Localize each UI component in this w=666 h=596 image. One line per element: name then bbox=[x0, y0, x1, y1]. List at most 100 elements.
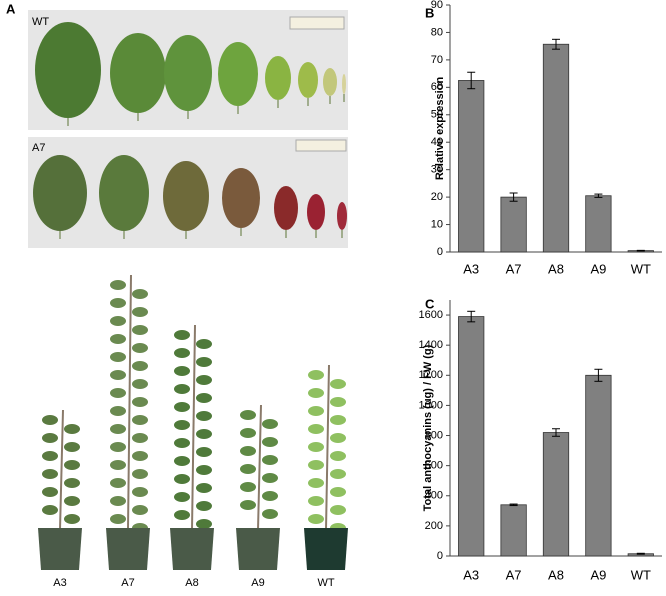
x-tick-label: A7 bbox=[506, 261, 522, 276]
leaf bbox=[35, 22, 101, 118]
plants bbox=[38, 274, 348, 570]
plant-leaf bbox=[64, 442, 80, 452]
y-tick-label: 20 bbox=[431, 191, 443, 203]
bar bbox=[458, 316, 485, 557]
plant-leaf bbox=[330, 451, 346, 461]
plant-leaf bbox=[330, 469, 346, 479]
bar bbox=[542, 432, 570, 557]
x-tick-label: WT bbox=[631, 567, 651, 582]
x-tick-label: A8 bbox=[548, 261, 564, 276]
plant-leaf bbox=[174, 366, 190, 376]
plant-leaf bbox=[42, 469, 58, 479]
panel-label: C bbox=[425, 296, 435, 311]
plant-leaf bbox=[174, 420, 190, 430]
plant-leaf bbox=[132, 379, 148, 389]
x-tick-label: A7 bbox=[506, 567, 522, 582]
plant-leaf bbox=[196, 501, 212, 511]
plant-leaf bbox=[132, 415, 148, 425]
plant-leaf bbox=[110, 316, 126, 326]
plant-leaf bbox=[262, 419, 278, 429]
y-tick-label: 80 bbox=[431, 26, 443, 38]
plant-leaf bbox=[42, 433, 58, 443]
leaf bbox=[337, 202, 347, 230]
plant-stem bbox=[257, 404, 262, 531]
leaf bbox=[307, 194, 325, 230]
x-tick-label: A9 bbox=[590, 261, 606, 276]
bar bbox=[542, 43, 570, 253]
plant-leaf bbox=[132, 289, 148, 299]
plant-leaf bbox=[262, 437, 278, 447]
plant-leaf bbox=[196, 519, 212, 529]
y-tick-label: 1200 bbox=[419, 369, 443, 381]
plant-leaf bbox=[64, 496, 80, 506]
y-tick-label: 50 bbox=[431, 109, 443, 121]
plant-leaf bbox=[196, 429, 212, 439]
plant-leaf bbox=[240, 446, 256, 456]
plant-leaf bbox=[308, 388, 324, 398]
plant-leaf bbox=[110, 460, 126, 470]
x-tick-label: A3 bbox=[463, 567, 479, 582]
bar bbox=[500, 196, 527, 253]
plant-leaf bbox=[174, 402, 190, 412]
plant-label: A9 bbox=[251, 577, 264, 589]
plant-leaf bbox=[196, 393, 212, 403]
plant-leaf bbox=[132, 433, 148, 443]
plant-leaf bbox=[240, 500, 256, 510]
plant-leaf bbox=[240, 428, 256, 438]
plant-leaf bbox=[330, 505, 346, 515]
pot bbox=[304, 528, 348, 570]
plant-leaf bbox=[308, 442, 324, 452]
plant-leaf bbox=[262, 473, 278, 483]
pot bbox=[38, 528, 82, 570]
plant-leaf bbox=[110, 496, 126, 506]
plant-leaf bbox=[132, 361, 148, 371]
plant-leaf bbox=[132, 469, 148, 479]
leaf bbox=[323, 68, 337, 96]
leaf bbox=[274, 186, 298, 230]
y-axis-label: Total anthocyanins (ug) / FW (g) bbox=[422, 344, 434, 511]
plant-leaf bbox=[330, 379, 346, 389]
leaf bbox=[298, 62, 318, 98]
y-tick-label: 1400 bbox=[419, 339, 443, 351]
plant-leaf bbox=[110, 406, 126, 416]
plant-leaf bbox=[132, 325, 148, 335]
leaves bbox=[33, 22, 347, 239]
ruler bbox=[289, 16, 345, 30]
plant-leaf bbox=[110, 334, 126, 344]
plant-leaf bbox=[174, 510, 190, 520]
plant-leaf bbox=[132, 397, 148, 407]
y-tick-label: 400 bbox=[425, 490, 443, 502]
pot bbox=[106, 528, 150, 570]
plant-leaf bbox=[110, 478, 126, 488]
panel-label: B bbox=[425, 5, 434, 20]
plant-label: A8 bbox=[185, 577, 198, 589]
plant-leaf bbox=[110, 388, 126, 398]
plant-leaf bbox=[110, 514, 126, 524]
leaf bbox=[33, 155, 87, 231]
plant-leaf bbox=[240, 410, 256, 420]
plant-leaf bbox=[196, 465, 212, 475]
ruler bbox=[295, 139, 347, 152]
plant-leaf bbox=[64, 514, 80, 524]
y-tick-label: 0 bbox=[437, 246, 443, 258]
plant-leaf bbox=[308, 496, 324, 506]
plant-leaf bbox=[174, 474, 190, 484]
bar bbox=[585, 374, 612, 557]
leaf bbox=[110, 33, 166, 113]
plant-leaf bbox=[42, 451, 58, 461]
plant-leaf bbox=[110, 280, 126, 290]
plant-leaf bbox=[196, 339, 212, 349]
plant-leaf bbox=[308, 514, 324, 524]
plant-leaf bbox=[262, 491, 278, 501]
plant-leaf bbox=[110, 424, 126, 434]
plant-leaf bbox=[308, 370, 324, 380]
bar bbox=[585, 195, 612, 253]
bar bbox=[458, 80, 485, 253]
plant-stem bbox=[127, 274, 132, 531]
plant-stem bbox=[191, 324, 196, 531]
plant-leaf bbox=[196, 411, 212, 421]
pot bbox=[170, 528, 214, 570]
plant-label: A3 bbox=[53, 577, 66, 589]
